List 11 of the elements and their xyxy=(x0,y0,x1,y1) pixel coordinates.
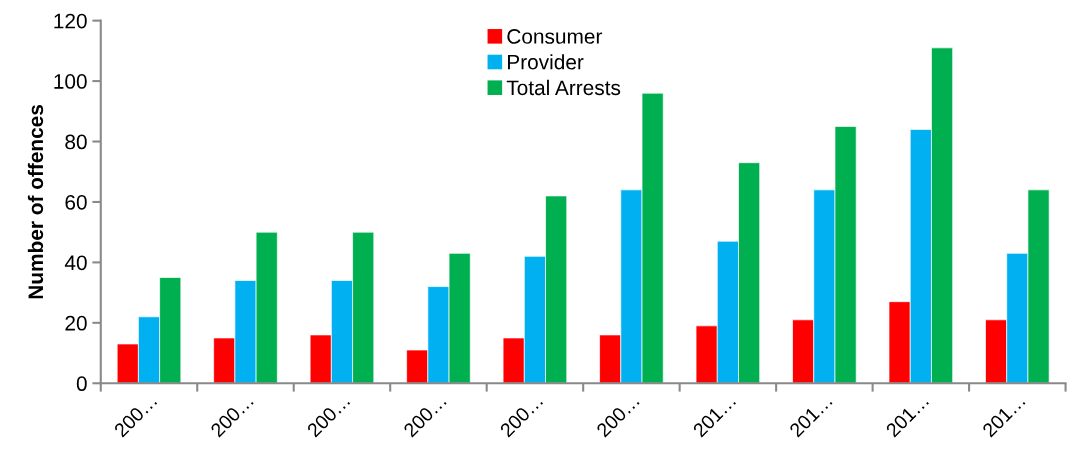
legend-label: Total Arrests xyxy=(506,79,621,96)
y-tick-label: 60 xyxy=(65,194,87,210)
legend-label: Consumer xyxy=(507,29,603,44)
y-tick-label: 80 xyxy=(65,134,87,150)
y-tick-label: 120 xyxy=(54,13,87,29)
y-tick-label: 0 xyxy=(76,376,87,392)
y-axis-title: Number of offences xyxy=(27,104,44,299)
legend-label: Provider xyxy=(508,54,584,70)
y-tick-label: 100 xyxy=(54,74,87,89)
y-tick-label: 20 xyxy=(65,315,87,331)
y-tick-label: 40 xyxy=(64,255,87,271)
